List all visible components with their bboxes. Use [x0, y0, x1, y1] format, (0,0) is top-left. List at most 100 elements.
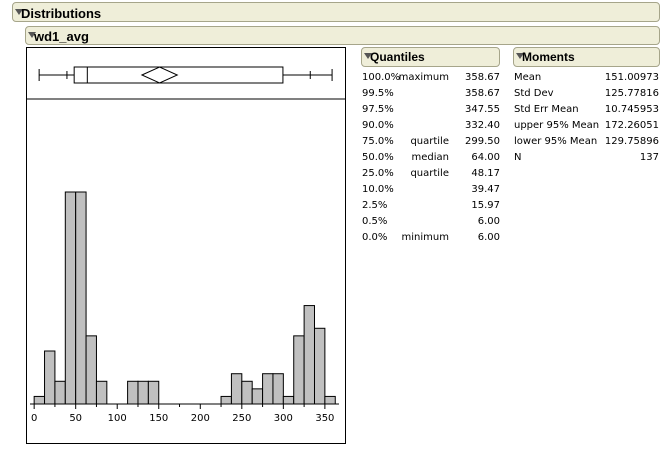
x-tick-label: 350 — [315, 413, 334, 424]
boxplot-box — [73, 66, 284, 84]
histogram-bar — [137, 380, 149, 405]
moment-value: 125.77816 — [604, 88, 659, 99]
moment-label: Std Dev — [514, 88, 554, 99]
quantile-value: 358.67 — [465, 72, 500, 83]
histogram-bar — [230, 373, 243, 405]
quantile-percent: 97.5% — [362, 104, 394, 115]
quantile-row: 50.0% median 64.00 — [362, 151, 502, 165]
quantile-value: 6.00 — [477, 232, 500, 243]
histogram-bar — [44, 350, 56, 405]
quantile-row: 0.5% 6.00 — [362, 215, 502, 229]
quantile-value: 48.17 — [471, 168, 500, 179]
quantile-percent: 25.0% — [362, 168, 394, 179]
moment-row: Mean 151.00973 — [514, 71, 660, 85]
quantile-value: 6.00 — [477, 216, 500, 227]
moment-label: lower 95% Mean — [514, 136, 598, 147]
quantile-percent: 10.0% — [362, 184, 394, 195]
histogram-bar — [241, 380, 253, 405]
quantile-percent: 100.0% — [362, 72, 401, 83]
quantile-percent: 99.5% — [362, 88, 394, 99]
quantile-value: 299.50 — [465, 136, 500, 147]
histogram-bar — [262, 373, 274, 405]
histogram-bar — [85, 335, 97, 405]
histogram-bar — [54, 380, 66, 405]
quantile-percent: 0.0% — [362, 232, 388, 243]
quantile-row: 100.0% maximum 358.67 — [362, 71, 502, 85]
quantile-row: 0.0% minimum 6.00 — [362, 231, 502, 245]
quantile-row: 75.0% quartile 299.50 — [362, 135, 502, 149]
distributions-title: Distributions — [21, 6, 102, 21]
histogram-bar — [147, 380, 160, 405]
moment-row: lower 95% Mean 129.75896 — [514, 135, 660, 149]
x-tick-label: 250 — [232, 413, 251, 424]
moment-value: 129.75896 — [604, 136, 659, 147]
x-tick-label: 300 — [274, 413, 293, 424]
moment-label: Mean — [514, 72, 542, 83]
moment-label: N — [514, 152, 522, 163]
quantile-label: median — [411, 152, 450, 163]
histogram-bar — [313, 327, 326, 405]
quantile-value: 64.00 — [471, 152, 500, 163]
moment-label: Std Err Mean — [514, 104, 579, 115]
distributions-header[interactable]: Distributions — [12, 2, 660, 22]
quantile-row: 2.5% 15.97 — [362, 199, 502, 213]
histogram-bar — [95, 380, 108, 405]
histogram-bar — [293, 335, 305, 405]
quantile-value: 15.97 — [471, 200, 500, 211]
quantile-value: 358.67 — [465, 88, 500, 99]
moment-row: upper 95% Mean 172.26051 — [514, 119, 660, 133]
moment-row: N 137 — [514, 151, 660, 165]
histogram-bar — [282, 395, 295, 405]
quantile-percent: 90.0% — [362, 120, 394, 131]
quantile-row: 90.0% 332.40 — [362, 119, 502, 133]
moment-value: 172.26051 — [604, 120, 659, 131]
disclosure-triangle-icon[interactable] — [516, 53, 524, 59]
histogram-bar — [272, 373, 284, 405]
quantiles-title: Quantiles — [370, 50, 425, 64]
quantile-row: 97.5% 347.55 — [362, 103, 502, 117]
histogram-bar — [127, 380, 139, 405]
quantile-percent: 0.5% — [362, 216, 388, 227]
quantile-label: minimum — [401, 232, 449, 243]
disclosure-triangle-icon[interactable] — [364, 53, 372, 59]
moment-row: Std Dev 125.77816 — [514, 87, 660, 101]
variable-title: wd1_avg — [34, 29, 89, 44]
x-tick-label: 100 — [108, 413, 127, 424]
histogram-bar — [251, 388, 264, 405]
moments-header[interactable]: Moments — [513, 47, 660, 67]
moment-value: 10.745953 — [604, 104, 659, 115]
moments-title: Moments — [522, 50, 575, 64]
histogram-bar — [324, 395, 336, 405]
x-tick-label: 200 — [191, 413, 210, 424]
moment-row: Std Err Mean 10.745953 — [514, 103, 660, 117]
moment-label: upper 95% Mean — [514, 120, 600, 131]
quantile-percent: 50.0% — [362, 152, 394, 163]
histogram-bar — [220, 395, 232, 405]
disclosure-triangle-icon[interactable] — [15, 9, 23, 15]
x-tick-label: 0 — [31, 413, 37, 424]
x-tick-label: 50 — [69, 413, 82, 424]
quantile-label: quartile — [410, 136, 449, 147]
x-tick-label: 150 — [149, 413, 168, 424]
quantile-value: 347.55 — [465, 104, 500, 115]
histogram-bar — [303, 305, 315, 405]
moment-value: 137 — [639, 152, 659, 163]
quantile-row: 99.5% 358.67 — [362, 87, 502, 101]
quantile-label: quartile — [410, 168, 449, 179]
variable-header[interactable]: wd1_avg — [25, 26, 660, 45]
moment-value: 151.00973 — [604, 72, 659, 83]
quantile-label: maximum — [398, 72, 449, 83]
quantile-value: 39.47 — [471, 184, 500, 195]
quantile-percent: 2.5% — [362, 200, 388, 211]
quantile-row: 25.0% quartile 48.17 — [362, 167, 502, 181]
quantiles-header[interactable]: Quantiles — [361, 47, 500, 67]
mean-diamond — [140, 66, 179, 84]
histogram-bar — [64, 191, 77, 405]
quantile-percent: 75.0% — [362, 136, 394, 147]
quantile-row: 10.0% 39.47 — [362, 183, 502, 197]
histogram-bar — [75, 191, 87, 405]
histogram-plot[interactable]: 0 50 100 150 200 250 300 350 — [26, 47, 346, 444]
histogram-bar — [33, 395, 46, 405]
disclosure-triangle-icon[interactable] — [28, 32, 36, 38]
quantile-value: 332.40 — [465, 120, 500, 131]
